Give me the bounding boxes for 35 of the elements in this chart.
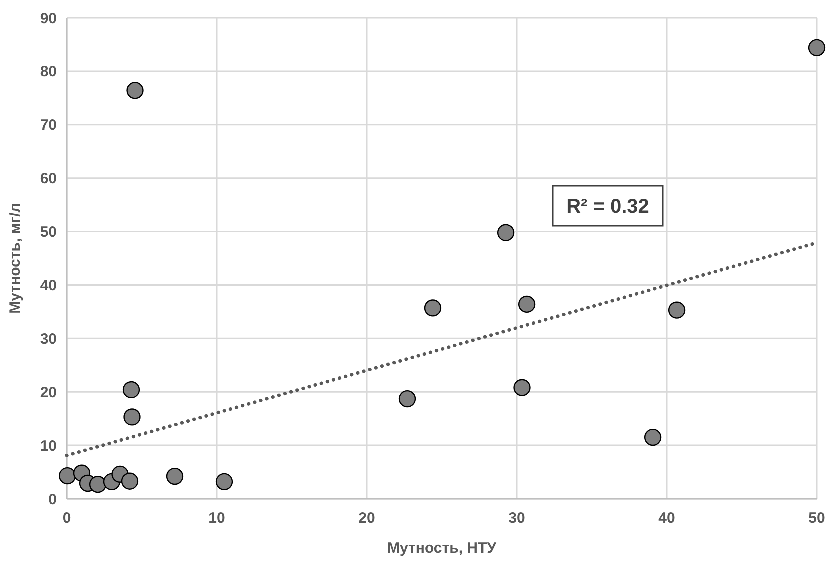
point xyxy=(644,428,662,446)
point xyxy=(518,296,536,314)
y-tick-label: 40 xyxy=(40,277,57,294)
annotation: R² = 0.32 xyxy=(566,196,650,218)
y-tick-label: 0 xyxy=(48,491,57,508)
y-axis-title: Мутность, мг/л xyxy=(7,203,24,314)
y-tick-label: 70 xyxy=(40,117,57,134)
y-tick-label: 20 xyxy=(40,384,57,402)
point xyxy=(166,468,184,486)
y-tick-label: 10 xyxy=(40,438,57,455)
point xyxy=(121,472,139,490)
x-tick-label: 30 xyxy=(508,510,526,527)
y-tick-label: 60 xyxy=(40,170,57,188)
y-tick-label: 90 xyxy=(40,10,57,28)
point xyxy=(59,467,76,485)
point xyxy=(668,302,686,319)
y-tick-label: 50 xyxy=(40,224,57,242)
point xyxy=(122,381,140,399)
point xyxy=(808,39,826,56)
x-tick-label: 50 xyxy=(808,510,826,527)
y-tick-label: 80 xyxy=(40,64,57,81)
point xyxy=(424,300,442,317)
x-tick-label: 10 xyxy=(208,510,226,527)
x-tick-label: 40 xyxy=(658,510,676,527)
point xyxy=(124,408,141,426)
point xyxy=(89,476,107,494)
x-tick-label: 20 xyxy=(358,510,376,527)
x-axis-title: Мутность, НТУ xyxy=(388,540,498,557)
point xyxy=(126,82,144,100)
x-tick-label: 0 xyxy=(62,510,72,527)
y-tick-label: 30 xyxy=(40,330,57,348)
point xyxy=(497,224,515,242)
point xyxy=(398,390,416,408)
point xyxy=(216,473,234,490)
point xyxy=(514,379,531,396)
